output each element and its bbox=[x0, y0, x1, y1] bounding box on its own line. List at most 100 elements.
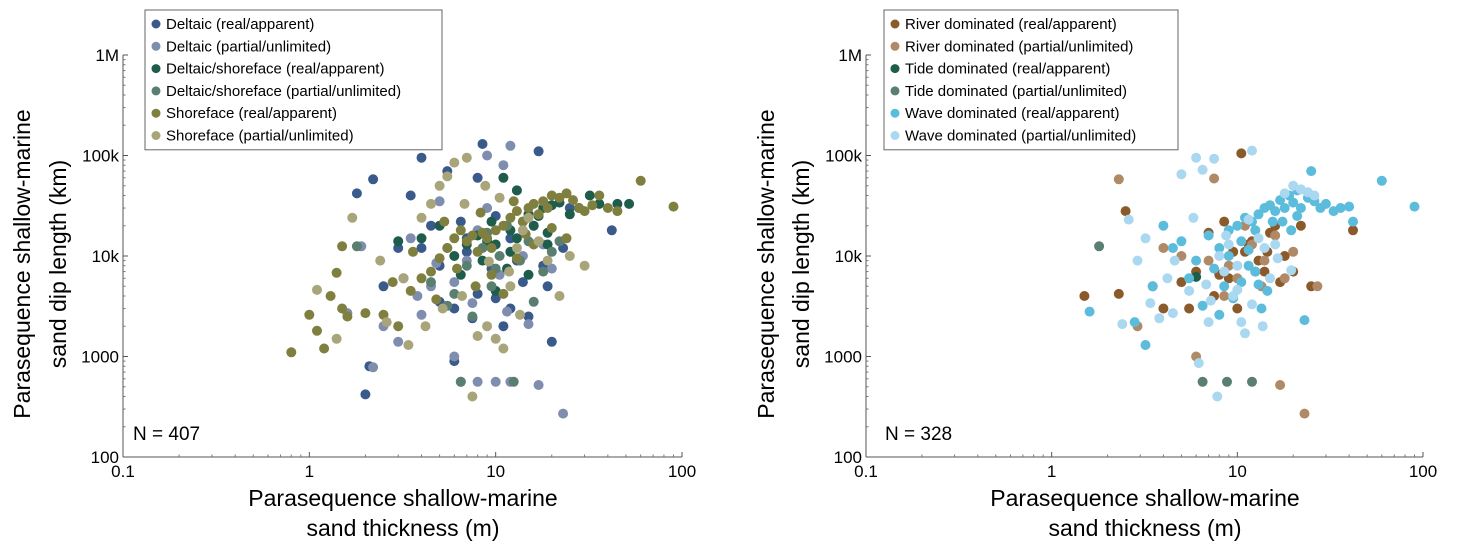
data-point bbox=[494, 192, 505, 203]
data-point bbox=[546, 263, 557, 274]
legend-marker bbox=[890, 131, 900, 140]
data-point bbox=[546, 223, 557, 233]
data-point bbox=[426, 220, 436, 231]
data-point bbox=[416, 309, 427, 320]
data-point bbox=[437, 303, 448, 314]
data-point bbox=[1214, 251, 1225, 261]
data-point bbox=[1279, 203, 1290, 213]
x-tick-label: 10 bbox=[486, 462, 505, 481]
data-point bbox=[1132, 255, 1143, 266]
sample-size-label: N = 328 bbox=[885, 424, 952, 445]
legend-label: Tide dominated (partial/unlimited) bbox=[905, 83, 1127, 100]
legend-label: Deltaic/shoreface (partial/unlimited) bbox=[166, 83, 401, 100]
data-point bbox=[1309, 190, 1320, 201]
data-point bbox=[561, 233, 572, 244]
data-point bbox=[375, 255, 386, 266]
data-point bbox=[483, 256, 494, 267]
data-point bbox=[498, 172, 509, 183]
data-point bbox=[1140, 233, 1151, 244]
data-point bbox=[1203, 255, 1214, 266]
data-point bbox=[511, 243, 522, 253]
data-point bbox=[668, 201, 679, 212]
data-point bbox=[1247, 299, 1257, 310]
data-point bbox=[508, 376, 519, 387]
data-point bbox=[1221, 230, 1232, 241]
data-point bbox=[431, 294, 442, 305]
data-point bbox=[1272, 253, 1283, 264]
series-5 bbox=[1084, 166, 1420, 350]
data-point bbox=[461, 260, 472, 271]
data-point bbox=[490, 225, 501, 236]
data-point bbox=[517, 277, 528, 288]
data-point bbox=[1219, 266, 1230, 277]
y-axis-title: Parasequence shallow-marine bbox=[753, 109, 779, 418]
data-point bbox=[511, 206, 522, 217]
data-point bbox=[467, 230, 478, 241]
data-point bbox=[511, 253, 522, 264]
sample-size-label: N = 407 bbox=[133, 424, 200, 445]
data-point bbox=[1193, 358, 1204, 369]
x-tick-label: 100 bbox=[1409, 462, 1437, 481]
data-point bbox=[1270, 230, 1281, 241]
data-point bbox=[1299, 408, 1310, 419]
data-point bbox=[1113, 288, 1124, 299]
data-point bbox=[517, 225, 528, 236]
data-point bbox=[505, 212, 516, 223]
data-point bbox=[472, 172, 483, 183]
y-axis-title: Parasequence shallow-marine bbox=[9, 109, 35, 418]
data-point bbox=[1188, 212, 1199, 223]
data-point bbox=[538, 266, 549, 277]
data-point bbox=[442, 171, 453, 182]
data-point bbox=[472, 246, 483, 257]
data-point bbox=[1123, 214, 1134, 225]
data-point bbox=[1203, 317, 1214, 328]
data-point bbox=[494, 251, 505, 261]
data-point bbox=[1253, 279, 1264, 290]
data-point bbox=[1259, 243, 1270, 253]
data-point bbox=[511, 185, 522, 196]
data-point bbox=[505, 281, 516, 292]
data-point bbox=[1197, 164, 1208, 175]
scatter-panel-1: 0.1 1 10 100 100 1000 10k 100k 1M Parasequence sh… bbox=[9, 9, 696, 541]
data-point bbox=[1286, 265, 1297, 276]
data-point bbox=[482, 321, 493, 332]
data-point bbox=[480, 180, 491, 191]
data-point bbox=[439, 216, 450, 227]
data-point bbox=[342, 311, 353, 322]
data-point bbox=[533, 209, 544, 220]
data-point bbox=[523, 212, 534, 223]
data-point bbox=[1259, 266, 1270, 277]
data-point bbox=[1167, 243, 1178, 253]
data-point bbox=[1286, 225, 1297, 236]
data-point bbox=[1214, 309, 1225, 320]
data-point bbox=[449, 157, 460, 168]
data-point bbox=[612, 198, 623, 209]
data-point bbox=[1288, 246, 1299, 257]
data-point bbox=[1232, 260, 1243, 271]
data-point bbox=[498, 343, 509, 354]
legend-label: River dominated (partial/unlimited) bbox=[905, 38, 1133, 55]
series-1 bbox=[351, 139, 617, 400]
data-point bbox=[502, 306, 512, 317]
data-point bbox=[584, 190, 595, 201]
data-point bbox=[1270, 239, 1281, 250]
data-point bbox=[490, 376, 501, 387]
legend-marker bbox=[890, 19, 900, 29]
data-point bbox=[442, 243, 453, 253]
data-point bbox=[304, 309, 315, 320]
data-point bbox=[1209, 173, 1220, 184]
x-tick-label: 10 bbox=[1228, 462, 1247, 481]
legend-marker bbox=[151, 86, 161, 96]
data-point bbox=[457, 291, 467, 301]
data-point bbox=[449, 288, 460, 299]
y-tick-label: 10k bbox=[835, 247, 863, 266]
data-point bbox=[1222, 376, 1232, 387]
data-point bbox=[511, 233, 522, 244]
data-point bbox=[490, 333, 501, 344]
data-point bbox=[461, 246, 472, 257]
data-point bbox=[1275, 380, 1286, 390]
data-point bbox=[1295, 220, 1306, 231]
y-axis-title: sand dip length (km) bbox=[45, 160, 71, 368]
y-tick-label: 1000 bbox=[824, 348, 862, 367]
